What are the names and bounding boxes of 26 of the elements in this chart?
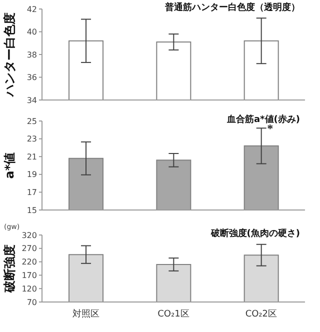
- chart-title: 血合筋a*値(赤み): [226, 113, 300, 125]
- y-tick-label: 70: [26, 298, 37, 307]
- chart-title: 破断強度(魚肉の硬さ): [210, 227, 300, 240]
- x-tick-label: CO₂2区: [245, 308, 278, 320]
- y-tick-label: 21: [26, 152, 37, 162]
- y-tick-label: 25: [26, 116, 37, 126]
- y-tick-label: 270: [22, 244, 37, 254]
- y-tick-label: 36: [26, 73, 37, 82]
- x-tick-label: CO₂1区: [158, 308, 190, 320]
- x-tick-label: 対照区: [72, 308, 100, 320]
- y-tick-label: 38: [26, 50, 37, 60]
- y-axis-title: a*値: [2, 152, 16, 179]
- y-tick-label: 170: [22, 271, 37, 280]
- y-tick-label: 120: [22, 284, 37, 294]
- y-axis-title: ハンター白色度: [2, 12, 16, 98]
- y-tick-label: 19: [26, 170, 37, 180]
- y-tick-label: 220: [22, 258, 37, 267]
- y-tick-label: 320: [22, 230, 37, 240]
- y-tick-label: 34: [26, 96, 37, 105]
- y-axis-title: 破断強度: [2, 244, 16, 294]
- y-tick-label: 15: [26, 206, 37, 215]
- y-tick-label: 40: [26, 28, 37, 37]
- chart-title: 普通筋ハンター白色度（透明度）: [165, 1, 300, 14]
- y-tick-label: 23: [26, 134, 37, 144]
- y-tick-label: 17: [26, 188, 37, 198]
- y-tick-label: 42: [26, 4, 37, 14]
